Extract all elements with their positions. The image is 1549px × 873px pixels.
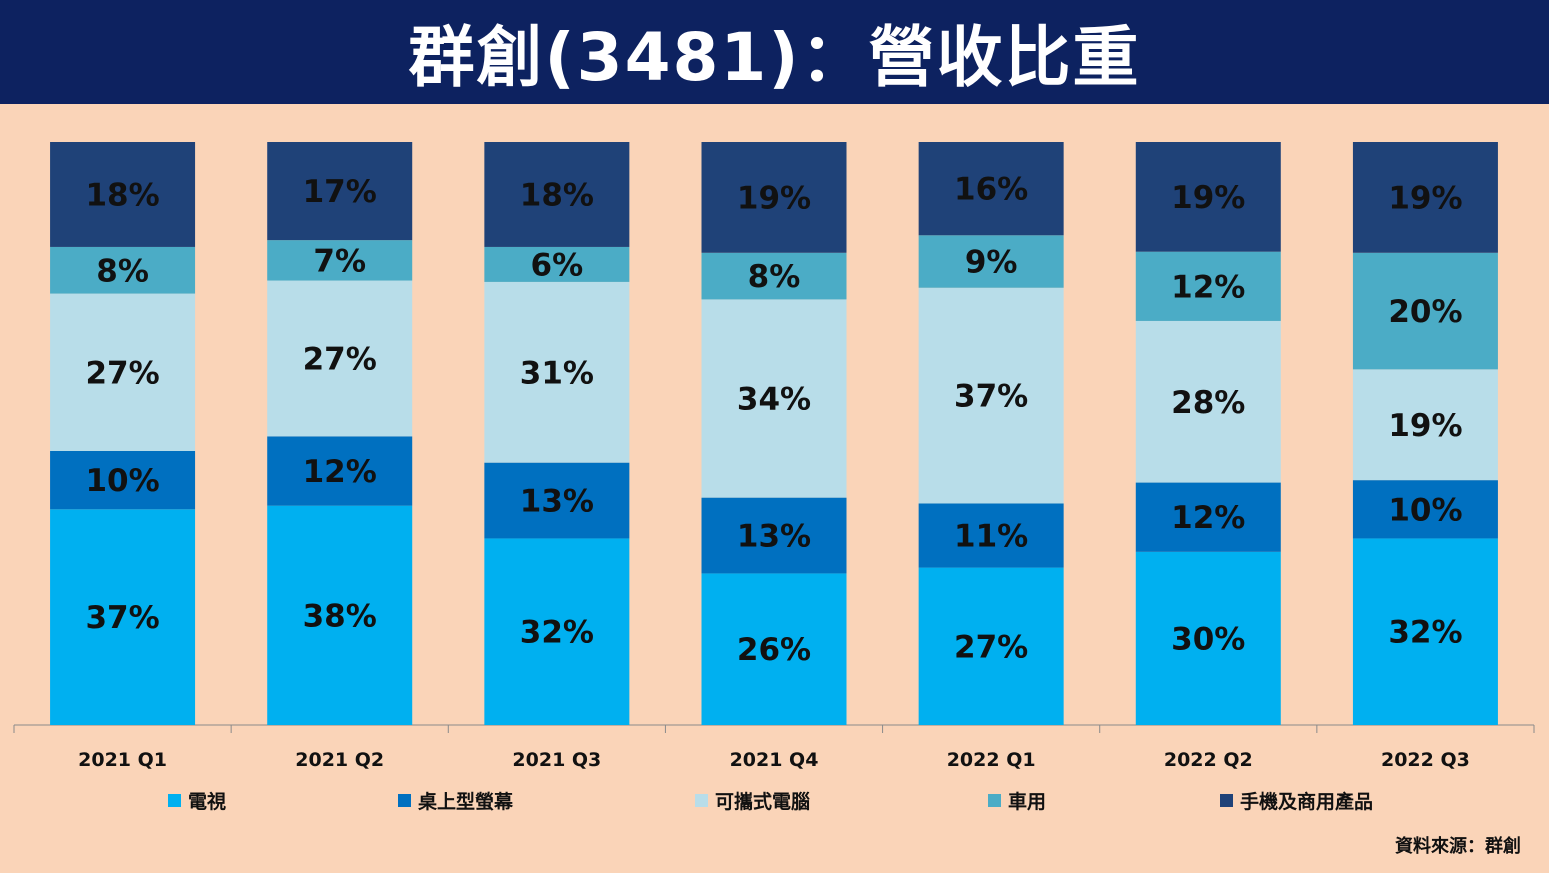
bar-segment: [918, 142, 1064, 236]
legend-entry: 車用: [1008, 790, 1046, 813]
data-label: 31%: [520, 355, 594, 391]
bar-segment: [50, 509, 196, 725]
bar-segment: [701, 497, 847, 574]
data-label: 32%: [1388, 615, 1462, 651]
bar-segment: [1352, 480, 1498, 539]
bar-segment: [918, 235, 1064, 288]
data-label: 13%: [520, 484, 594, 520]
data-label: 8%: [748, 259, 801, 295]
legend-swatch: [988, 794, 1001, 807]
bar-segment: [50, 293, 196, 451]
bar-segment: [1352, 252, 1498, 370]
x-tick-label: 2022 Q3: [1381, 749, 1470, 771]
bar-segment: [267, 142, 413, 241]
bar-segment: [1135, 482, 1281, 552]
bar-segment: [1135, 551, 1281, 725]
data-label: 32%: [520, 615, 594, 651]
bar-segment: [701, 142, 847, 253]
bar-segment: [50, 246, 196, 294]
bar-segment: [701, 299, 847, 498]
data-label: 30%: [1171, 621, 1245, 657]
bar-segment: [1135, 251, 1281, 321]
legend-swatch: [695, 794, 708, 807]
bar-segment: [701, 573, 847, 725]
bar-segment: [1352, 538, 1498, 725]
bar-segment: [50, 450, 196, 510]
bar-segment: [484, 246, 630, 282]
data-label: 27%: [85, 355, 159, 391]
data-label: 9%: [965, 245, 1018, 281]
data-label: 7%: [313, 243, 366, 279]
data-label: 12%: [303, 454, 377, 490]
data-label: 38%: [303, 598, 377, 634]
data-label: 28%: [1171, 385, 1245, 421]
bar-segment: [267, 280, 413, 437]
page-title: 群創(3481)：營收比重: [408, 19, 1141, 96]
bar-segment: [50, 142, 196, 247]
bar-segment: [918, 287, 1064, 504]
legend-entry: 手機及商用產品: [1240, 790, 1373, 813]
data-label: 27%: [954, 629, 1028, 665]
data-label: 11%: [954, 519, 1028, 555]
bar-segment: [1352, 369, 1498, 481]
bar-segment: [1135, 142, 1281, 252]
legend-entry: 電視: [188, 790, 226, 813]
data-label: 37%: [954, 379, 1028, 415]
bar-segment: [918, 503, 1064, 568]
bar-segment: [484, 142, 630, 247]
data-label: 10%: [1388, 492, 1462, 528]
x-tick-label: 2021 Q2: [295, 749, 384, 771]
data-label: 12%: [1171, 500, 1245, 536]
bar-segment: [701, 252, 847, 300]
data-label: 19%: [1171, 180, 1245, 216]
x-tick-label: 2021 Q3: [512, 749, 601, 771]
data-label: 20%: [1388, 294, 1462, 330]
data-label: 13%: [737, 519, 811, 555]
x-tick-label: 2021 Q1: [78, 749, 167, 771]
bar-segment: [267, 240, 413, 281]
legend-swatch: [1220, 794, 1233, 807]
bar-segment: [918, 567, 1064, 725]
data-label: 27%: [303, 341, 377, 377]
bar-segment: [267, 436, 413, 506]
bar-segment: [1352, 142, 1498, 253]
data-label: 17%: [303, 174, 377, 210]
data-label: 8%: [96, 253, 149, 289]
data-label: 19%: [737, 180, 811, 216]
x-tick-label: 2021 Q4: [730, 749, 819, 771]
bar-segment: [1135, 320, 1281, 483]
data-label: 18%: [85, 177, 159, 213]
data-label: 19%: [1388, 180, 1462, 216]
data-label: 16%: [954, 172, 1028, 208]
data-label: 10%: [85, 463, 159, 499]
source-note: 資料來源：群創: [1395, 836, 1521, 857]
x-tick-label: 2022 Q2: [1164, 749, 1253, 771]
bar-segment: [484, 538, 630, 725]
data-label: 12%: [1171, 269, 1245, 305]
title-bar: 群創(3481)：營收比重: [0, 0, 1549, 104]
data-label: 34%: [737, 382, 811, 418]
legend-swatch: [398, 794, 411, 807]
x-tick-label: 2022 Q1: [947, 749, 1036, 771]
bar-segment: [267, 505, 413, 725]
bar-segment: [484, 281, 630, 463]
bar-segment: [484, 462, 630, 539]
data-label: 18%: [520, 177, 594, 213]
data-label: 26%: [737, 632, 811, 668]
data-label: 6%: [531, 247, 584, 283]
legend-swatch: [168, 794, 181, 807]
legend-entry: 桌上型螢幕: [418, 790, 514, 813]
data-label: 37%: [85, 600, 159, 636]
data-label: 19%: [1388, 408, 1462, 444]
legend-entry: 可攜式電腦: [715, 790, 810, 813]
